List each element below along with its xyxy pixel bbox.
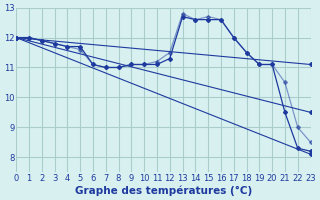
X-axis label: Graphe des températures (°C): Graphe des températures (°C): [75, 185, 252, 196]
